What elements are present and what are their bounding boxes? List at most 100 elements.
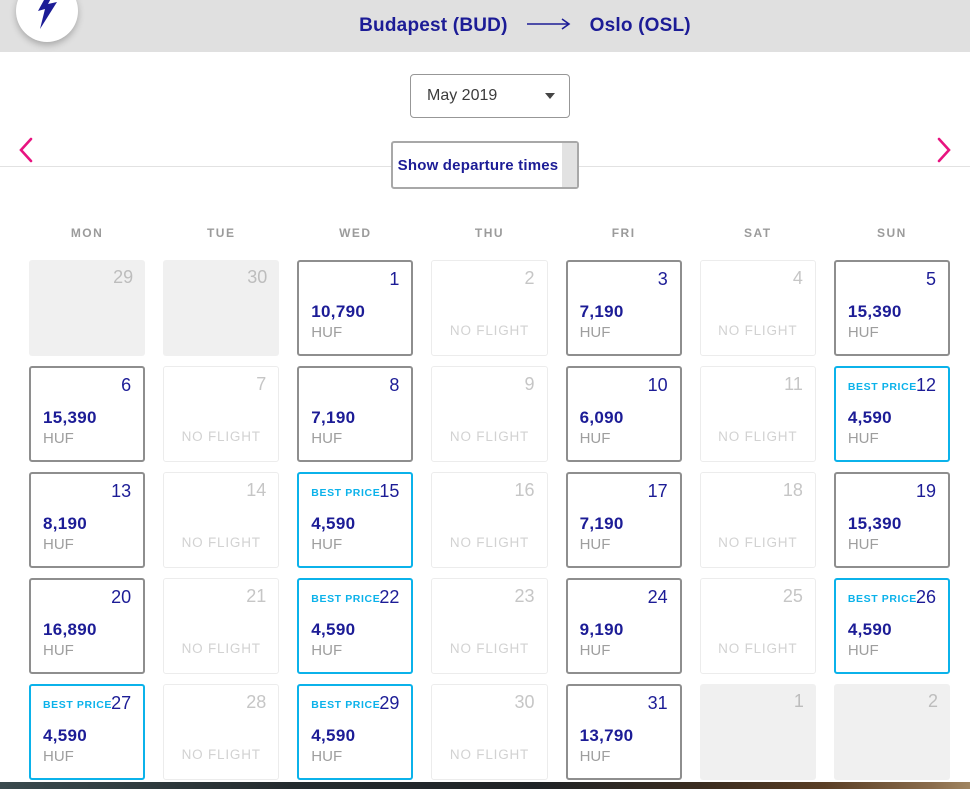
day-cell-10[interactable]: 10 6,090 HUF xyxy=(565,366,682,462)
price-value: 4,590 xyxy=(311,620,356,639)
price-block: 4,590 HUF xyxy=(848,408,892,447)
price-value: 10,790 xyxy=(311,302,366,321)
fare-calendar: MON TUE WED THU FRI SAT SUN 29 30 1 10,790 HUF 2 NO … xyxy=(29,226,950,780)
best-price-badge: BEST PRICE xyxy=(311,487,381,499)
day-number: 23 xyxy=(514,586,535,606)
month-select[interactable]: May 2019 xyxy=(410,74,570,118)
day-cell-4: 4 NO FLIGHT xyxy=(699,260,816,356)
chevron-left-icon xyxy=(18,137,34,166)
price-currency: HUF xyxy=(43,748,74,765)
day-number: 24 xyxy=(647,587,668,607)
price-value: 15,390 xyxy=(847,514,902,533)
day-cell-26[interactable]: BEST PRICE 26 4,590 HUF xyxy=(833,578,950,674)
price-block: 13,790 HUF xyxy=(580,726,634,765)
day-number: 4 xyxy=(792,268,803,288)
day-cell-3[interactable]: 3 7,190 HUF xyxy=(565,260,682,356)
route-destination: Oslo (OSL) xyxy=(589,15,691,36)
price-value: 4,590 xyxy=(847,408,892,427)
price-currency: HUF xyxy=(311,642,343,659)
day-number: 12 xyxy=(915,375,936,395)
day-cell-8[interactable]: 8 7,190 HUF xyxy=(297,366,414,462)
price-value: 6,090 xyxy=(579,408,624,427)
day-headers-row: MON TUE WED THU FRI SAT SUN xyxy=(29,226,950,240)
best-price-badge: BEST PRICE xyxy=(43,699,113,711)
no-flight-label: NO FLIGHT xyxy=(718,429,798,444)
day-number: 11 xyxy=(784,374,803,394)
day-number: 1 xyxy=(793,691,804,711)
day-number: 25 xyxy=(782,586,803,606)
long-arrow-right-icon xyxy=(526,15,572,37)
day-cell-9: 9 NO FLIGHT xyxy=(431,366,548,462)
day-number: 8 xyxy=(389,375,400,395)
price-block: 7,190 HUF xyxy=(580,514,624,553)
price-value: 16,890 xyxy=(43,620,97,639)
price-currency: HUF xyxy=(579,324,611,341)
day-cell-13[interactable]: 13 8,190 HUF xyxy=(29,472,146,568)
day-cell-20[interactable]: 20 16,890 HUF xyxy=(29,578,146,674)
day-cell-11: 11 NO FLIGHT xyxy=(699,366,816,462)
day-cell-29[interactable]: BEST PRICE 29 4,590 HUF xyxy=(297,684,414,780)
day-cell-31[interactable]: 31 13,790 HUF xyxy=(565,684,682,780)
day-cell-17[interactable]: 17 7,190 HUF xyxy=(565,472,682,568)
day-number: 18 xyxy=(782,480,803,500)
no-flight-label: NO FLIGHT xyxy=(181,429,261,444)
day-cell-30: 30 NO FLIGHT xyxy=(431,684,548,780)
caret-down-icon xyxy=(545,93,555,99)
day-cell-21: 21 NO FLIGHT xyxy=(163,578,280,674)
no-flight-label: NO FLIGHT xyxy=(181,641,261,656)
price-block: 4,590 HUF xyxy=(311,726,355,765)
price-currency: HUF xyxy=(311,748,343,765)
show-departure-times-button[interactable]: Show departure times xyxy=(391,141,579,189)
day-number: 28 xyxy=(246,692,267,712)
price-currency: HUF xyxy=(311,430,343,447)
no-flight-label: NO FLIGHT xyxy=(181,747,261,762)
day-number: 2 xyxy=(927,691,938,711)
price-value: 4,590 xyxy=(311,514,356,533)
day-cell-adjacent-29: 29 xyxy=(29,260,146,356)
price-currency: HUF xyxy=(43,430,74,447)
day-number: 31 xyxy=(647,693,668,713)
calendar-grid: 29 30 1 10,790 HUF 2 NO FLIGHT 3 7,190 HUF 4 NO FLI… xyxy=(29,260,950,780)
day-cell-19[interactable]: 19 15,390 HUF xyxy=(833,472,950,568)
price-currency: HUF xyxy=(311,536,343,553)
price-block: 9,190 HUF xyxy=(580,620,624,659)
price-block: 7,190 HUF xyxy=(311,408,355,447)
day-number: 30 xyxy=(514,692,535,712)
route-origin: Budapest (BUD) xyxy=(359,15,508,36)
price-value: 7,190 xyxy=(579,302,624,321)
day-header-wed: WED xyxy=(339,226,372,240)
price-block: 15,390 HUF xyxy=(43,408,97,447)
price-value: 8,190 xyxy=(43,514,88,533)
day-cell-15[interactable]: BEST PRICE 15 4,590 HUF xyxy=(297,472,414,568)
day-cell-5[interactable]: 5 15,390 HUF xyxy=(833,260,950,356)
day-number: 10 xyxy=(647,375,668,395)
day-cell-2: 2 NO FLIGHT xyxy=(431,260,548,356)
day-number: 5 xyxy=(925,269,936,289)
day-cell-12[interactable]: BEST PRICE 12 4,590 HUF xyxy=(833,366,950,462)
price-block: 16,890 HUF xyxy=(43,620,97,659)
price-value: 13,790 xyxy=(579,726,634,745)
price-currency: HUF xyxy=(847,324,879,341)
price-value: 4,590 xyxy=(43,726,88,745)
no-flight-label: NO FLIGHT xyxy=(718,323,798,338)
best-price-badge: BEST PRICE xyxy=(311,593,381,605)
day-number: 7 xyxy=(256,374,267,394)
day-number: 29 xyxy=(379,693,400,713)
day-cell-22[interactable]: BEST PRICE 22 4,590 HUF xyxy=(297,578,414,674)
price-currency: HUF xyxy=(579,430,611,447)
day-cell-7: 7 NO FLIGHT xyxy=(163,366,280,462)
price-value: 7,190 xyxy=(579,514,624,533)
day-cell-27[interactable]: BEST PRICE 27 4,590 HUF xyxy=(29,684,146,780)
day-header-thu: THU xyxy=(474,226,505,240)
price-value: 7,190 xyxy=(311,408,356,427)
no-flight-label: NO FLIGHT xyxy=(449,747,530,762)
airline-plane-bolt-icon xyxy=(30,0,64,34)
previous-month-button[interactable] xyxy=(17,137,35,163)
day-cell-24[interactable]: 24 9,190 HUF xyxy=(565,578,682,674)
day-cell-6[interactable]: 6 15,390 HUF xyxy=(29,366,146,462)
day-cell-1[interactable]: 1 10,790 HUF xyxy=(297,260,414,356)
no-flight-label: NO FLIGHT xyxy=(449,323,530,338)
best-price-badge: BEST PRICE xyxy=(847,593,917,605)
next-month-button[interactable] xyxy=(935,137,953,163)
price-currency: HUF xyxy=(847,642,879,659)
